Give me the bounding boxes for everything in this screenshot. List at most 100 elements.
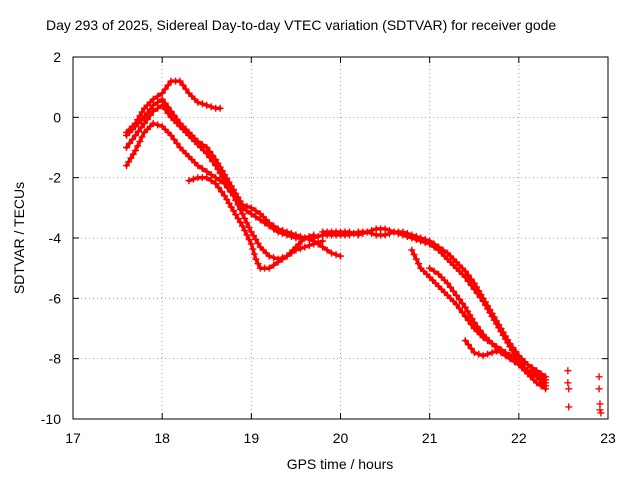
- data-point: [216, 169, 224, 177]
- data-point: [486, 306, 494, 314]
- data-point: [252, 213, 260, 221]
- y-tick-label: 2: [53, 49, 61, 65]
- data-point: [254, 239, 262, 247]
- data-point: [305, 232, 313, 240]
- data-point: [225, 199, 233, 207]
- y-tick-label: -6: [49, 290, 62, 306]
- data-point: [176, 77, 184, 85]
- data-point: [484, 302, 492, 310]
- data-point: [470, 349, 478, 357]
- data-point: [209, 158, 217, 166]
- data-point: [467, 345, 475, 353]
- data-point: [528, 370, 536, 378]
- data-point: [499, 328, 507, 336]
- data-point: [256, 216, 264, 224]
- data-point: [270, 261, 278, 269]
- data-point: [252, 255, 260, 263]
- data-point: [158, 89, 166, 97]
- data-point: [519, 364, 527, 372]
- data-point: [265, 222, 273, 230]
- data-point: [236, 205, 244, 213]
- data-point: [212, 174, 220, 182]
- data-point: [265, 252, 273, 260]
- data-point: [466, 311, 474, 319]
- data-point: [137, 123, 145, 131]
- data-point: [232, 211, 240, 219]
- data-point: [261, 219, 269, 227]
- data-point: [140, 119, 148, 127]
- data-point: [247, 228, 255, 236]
- data-point: [381, 225, 389, 233]
- data-point: [203, 150, 211, 158]
- data-point: [158, 95, 166, 103]
- data-point: [173, 139, 181, 147]
- data-point: [501, 332, 509, 340]
- data-point: [232, 196, 240, 204]
- data-point: [464, 316, 472, 324]
- series-track-5: [185, 174, 327, 272]
- data-point: [368, 226, 376, 234]
- data-point: [301, 234, 309, 242]
- data-point: [161, 85, 169, 93]
- data-point: [488, 309, 496, 317]
- data-point: [310, 240, 318, 248]
- data-point: [464, 271, 472, 279]
- data-point: [234, 201, 242, 209]
- data-point: [470, 318, 478, 326]
- data-point: [479, 352, 487, 360]
- data-point: [381, 231, 389, 239]
- data-point: [283, 252, 291, 260]
- data-point: [131, 131, 139, 139]
- axis-ticks: 17 18 19 20 21 22 23 -10 -8 -6 -4 -2 0 2: [41, 49, 616, 446]
- data-point: [504, 336, 512, 344]
- data-point: [221, 180, 229, 188]
- y-tick-label: -4: [49, 230, 62, 246]
- series-track-10: [461, 337, 550, 390]
- data-point: [203, 168, 211, 176]
- data-point: [524, 367, 532, 375]
- data-point: [283, 231, 291, 239]
- data-point: [125, 139, 133, 147]
- data-point: [328, 249, 336, 257]
- series-isolated-points: [564, 367, 605, 417]
- data-point: [481, 298, 489, 306]
- data-point: [245, 236, 253, 244]
- data-point: [131, 147, 139, 155]
- data-point: [435, 243, 443, 251]
- data-point: [149, 101, 157, 109]
- data-point: [214, 165, 222, 173]
- data-point: [564, 367, 572, 375]
- data-point: [218, 188, 226, 196]
- data-point: [223, 196, 231, 204]
- data-point: [310, 231, 318, 239]
- data-point: [179, 81, 187, 89]
- data-point: [509, 344, 517, 352]
- x-tick-label: 22: [511, 430, 527, 446]
- x-tick-label: 23: [600, 430, 616, 446]
- data-point: [386, 226, 394, 234]
- data-point: [565, 385, 573, 393]
- data-point: [270, 254, 278, 262]
- data-point: [167, 131, 175, 139]
- data-point: [134, 127, 142, 135]
- data-point: [254, 260, 262, 268]
- data-point: [194, 162, 202, 170]
- data-point: [189, 175, 197, 183]
- y-tick-label: -10: [41, 411, 61, 427]
- data-point: [488, 349, 496, 357]
- data-point: [332, 251, 340, 259]
- plot-frame: [72, 56, 609, 420]
- data-point: [154, 98, 162, 106]
- data-point: [146, 111, 154, 119]
- data-point: [468, 315, 476, 323]
- y-tick-label: -2: [49, 170, 62, 186]
- data-point: [287, 232, 295, 240]
- data-point: [249, 245, 257, 253]
- data-point: [519, 358, 527, 366]
- data-point: [125, 158, 133, 166]
- y-tick-label: 0: [53, 109, 61, 125]
- x-tick-label: 20: [333, 430, 349, 446]
- data-point: [279, 255, 287, 263]
- data-point: [484, 350, 492, 358]
